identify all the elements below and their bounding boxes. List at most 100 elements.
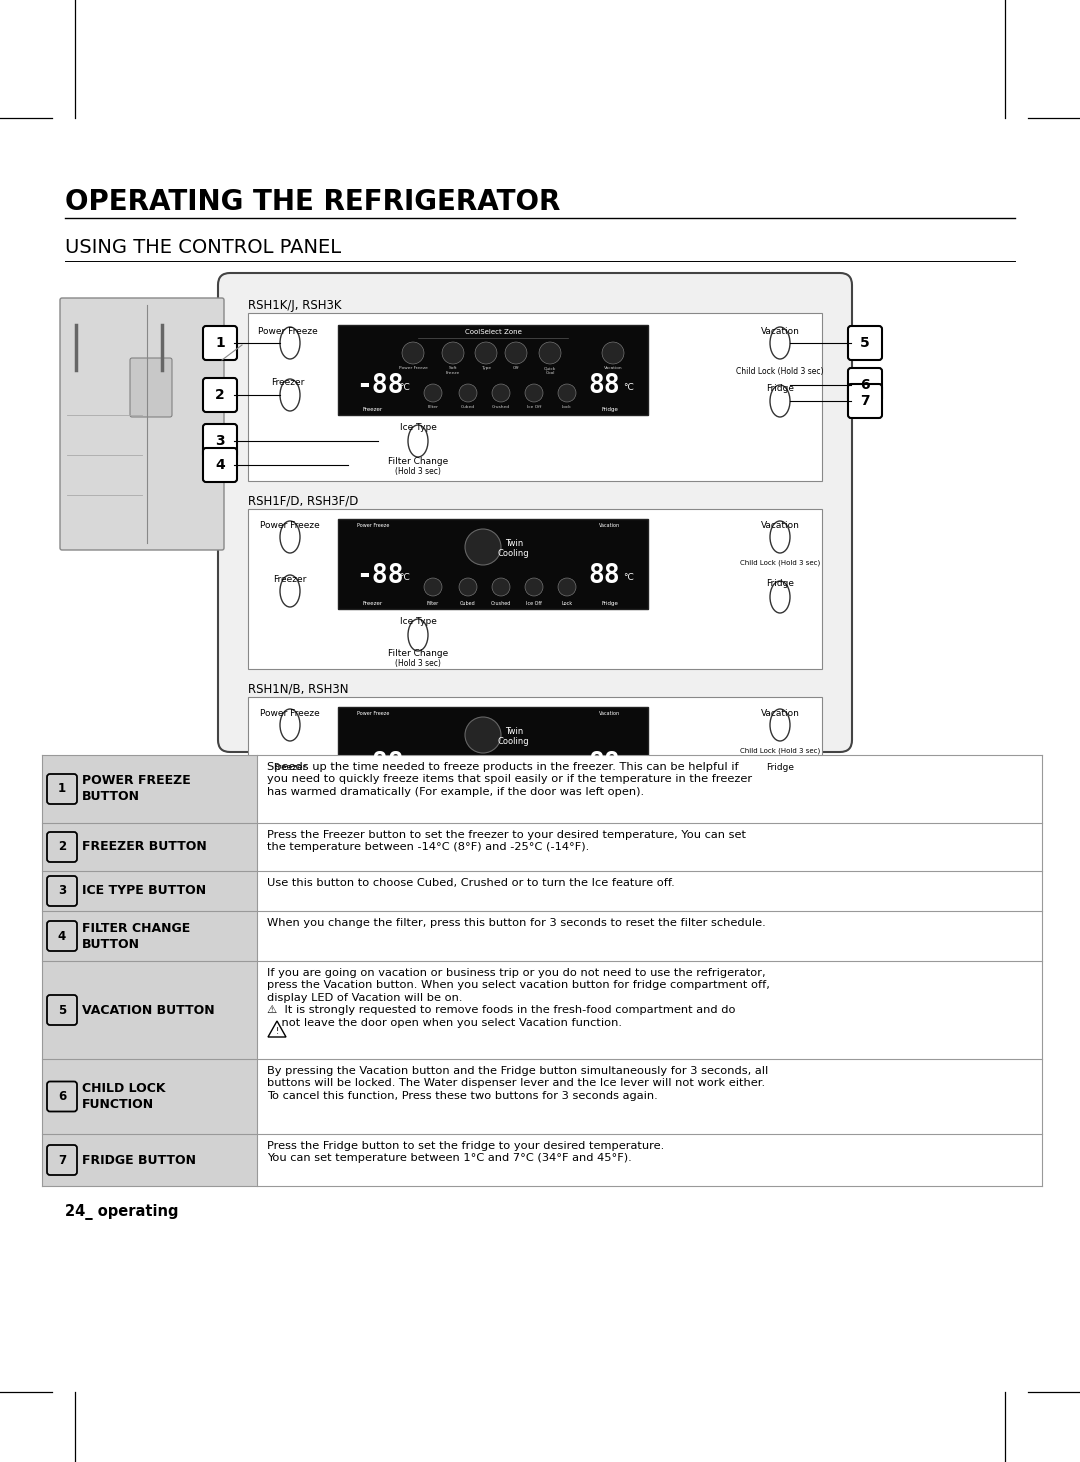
Text: Twin
Cooling: Twin Cooling bbox=[498, 727, 529, 747]
Text: When you change the filter, press this button for 3 seconds to reset the filter : When you change the filter, press this b… bbox=[267, 918, 766, 928]
Text: Deodorizer: Deodorizer bbox=[445, 787, 472, 792]
Text: °C: °C bbox=[623, 762, 634, 770]
Text: 2: 2 bbox=[215, 387, 225, 402]
Text: Vacation: Vacation bbox=[760, 327, 799, 336]
Text: 88: 88 bbox=[588, 563, 620, 589]
Text: 88: 88 bbox=[588, 373, 620, 399]
Text: 5: 5 bbox=[58, 1003, 66, 1016]
Text: Fridge: Fridge bbox=[766, 385, 794, 393]
Text: 2: 2 bbox=[58, 841, 66, 854]
Text: Fridge: Fridge bbox=[766, 763, 794, 772]
Text: If you are going on vacation or business trip or you do not need to use the refr: If you are going on vacation or business… bbox=[267, 968, 770, 1028]
Bar bbox=[42, 754, 257, 823]
Text: Freezer: Freezer bbox=[363, 789, 383, 794]
Bar bbox=[42, 871, 257, 911]
Text: Child Lock (Hold 3 sec): Child Lock (Hold 3 sec) bbox=[737, 367, 824, 376]
Text: Fridge: Fridge bbox=[602, 789, 619, 794]
Ellipse shape bbox=[770, 763, 789, 795]
Circle shape bbox=[424, 385, 442, 402]
Circle shape bbox=[475, 342, 497, 364]
Text: Power Freeze: Power Freeze bbox=[260, 520, 320, 531]
Ellipse shape bbox=[770, 709, 789, 741]
FancyBboxPatch shape bbox=[48, 996, 77, 1025]
FancyBboxPatch shape bbox=[48, 876, 77, 906]
Text: Vacation: Vacation bbox=[604, 366, 622, 370]
Text: Freezer: Freezer bbox=[363, 406, 383, 412]
Text: 4: 4 bbox=[215, 458, 225, 472]
Text: 7: 7 bbox=[58, 1154, 66, 1167]
Ellipse shape bbox=[770, 580, 789, 613]
Text: Crushed: Crushed bbox=[490, 601, 511, 607]
Ellipse shape bbox=[280, 520, 300, 553]
Text: 6: 6 bbox=[860, 379, 869, 392]
Bar bbox=[42, 961, 257, 1058]
Text: 3: 3 bbox=[215, 434, 225, 447]
Text: Filter: Filter bbox=[428, 405, 438, 409]
Text: 24_ operating: 24_ operating bbox=[65, 1205, 178, 1219]
Circle shape bbox=[424, 577, 442, 596]
FancyBboxPatch shape bbox=[48, 1145, 77, 1175]
Text: Freezer: Freezer bbox=[363, 601, 383, 607]
FancyBboxPatch shape bbox=[48, 832, 77, 863]
Text: Type: Type bbox=[481, 366, 491, 370]
Text: -88: -88 bbox=[356, 751, 404, 776]
FancyBboxPatch shape bbox=[848, 326, 882, 360]
Text: ICE TYPE BUTTON: ICE TYPE BUTTON bbox=[82, 885, 206, 898]
Text: Fridge: Fridge bbox=[602, 406, 619, 412]
Text: Speeds up the time needed to freeze products in the freezer. This can be helpful: Speeds up the time needed to freeze prod… bbox=[267, 762, 752, 797]
Bar bbox=[42, 1135, 257, 1186]
Circle shape bbox=[558, 385, 576, 402]
Bar bbox=[338, 325, 648, 415]
Text: Power Freeze: Power Freeze bbox=[356, 523, 389, 528]
Text: OPERATING THE REFRIGERATOR: OPERATING THE REFRIGERATOR bbox=[65, 189, 561, 216]
Text: °C: °C bbox=[399, 573, 409, 582]
Text: -88: -88 bbox=[356, 373, 404, 399]
Ellipse shape bbox=[280, 763, 300, 795]
Text: 88: 88 bbox=[588, 751, 620, 776]
Bar bbox=[257, 961, 1042, 1058]
Text: 1: 1 bbox=[58, 782, 66, 795]
Text: Vacation: Vacation bbox=[760, 520, 799, 531]
Ellipse shape bbox=[770, 385, 789, 417]
Text: (Hold 3 sec): (Hold 3 sec) bbox=[395, 466, 441, 477]
Text: 4: 4 bbox=[58, 930, 66, 943]
Text: 7: 7 bbox=[860, 393, 869, 408]
FancyBboxPatch shape bbox=[48, 921, 77, 950]
Text: Power Freeze: Power Freeze bbox=[260, 709, 320, 718]
Text: Child Lock (Hold 3 sec): Child Lock (Hold 3 sec) bbox=[740, 558, 820, 566]
Text: Cubed: Cubed bbox=[461, 405, 475, 409]
Text: °C: °C bbox=[399, 762, 409, 770]
Text: 6: 6 bbox=[58, 1091, 66, 1102]
Ellipse shape bbox=[280, 327, 300, 360]
Text: Filter Change: Filter Change bbox=[388, 649, 448, 658]
Circle shape bbox=[558, 577, 576, 596]
Bar bbox=[257, 754, 1042, 823]
Circle shape bbox=[525, 577, 543, 596]
FancyBboxPatch shape bbox=[203, 424, 237, 458]
Ellipse shape bbox=[408, 425, 428, 458]
FancyBboxPatch shape bbox=[48, 1082, 77, 1111]
Text: USING THE CONTROL PANEL: USING THE CONTROL PANEL bbox=[65, 238, 341, 257]
Text: °C: °C bbox=[623, 383, 634, 392]
Bar bbox=[338, 708, 648, 797]
FancyBboxPatch shape bbox=[203, 447, 237, 482]
Text: Lock: Lock bbox=[562, 405, 572, 409]
Text: FILTER CHANGE
BUTTON: FILTER CHANGE BUTTON bbox=[82, 921, 190, 950]
Text: Power Freeze: Power Freeze bbox=[399, 366, 428, 370]
Ellipse shape bbox=[280, 379, 300, 411]
Bar bbox=[257, 911, 1042, 961]
Text: POWER FREEZE
BUTTON: POWER FREEZE BUTTON bbox=[82, 775, 191, 804]
Bar bbox=[42, 823, 257, 871]
Ellipse shape bbox=[408, 618, 428, 651]
FancyBboxPatch shape bbox=[848, 368, 882, 402]
Bar bbox=[42, 911, 257, 961]
Circle shape bbox=[492, 577, 510, 596]
Bar bbox=[248, 313, 822, 481]
Text: Fridge: Fridge bbox=[766, 579, 794, 588]
Bar bbox=[257, 1135, 1042, 1186]
Text: Lock: Lock bbox=[527, 787, 539, 792]
Text: Freezer: Freezer bbox=[273, 763, 307, 772]
Circle shape bbox=[402, 342, 424, 364]
Polygon shape bbox=[268, 1020, 286, 1037]
Text: Filter: Filter bbox=[427, 601, 440, 607]
